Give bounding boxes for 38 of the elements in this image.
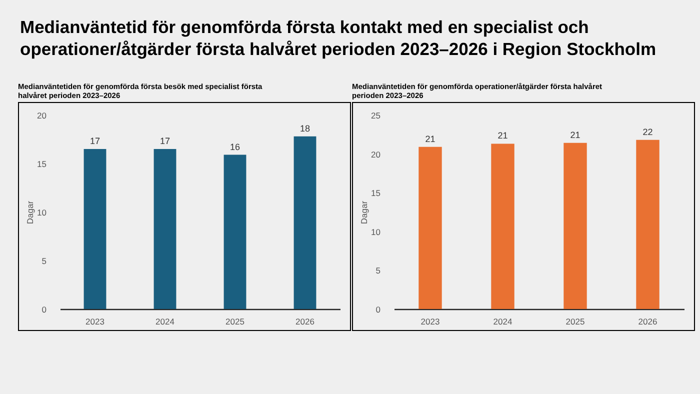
y-tick-label: 5 [42,256,47,266]
x-tick-label: 2023 [86,316,105,326]
chart-title: Medianväntetid för genomförda första kontakt med en specialist och operationer/åtgärder första halvåret perioden 2023–2026 i Region Stockholm [20,16,658,60]
y-tick-label: 10 [371,226,381,237]
x-tick-label: 2024 [493,316,512,326]
data-label: 21 [498,130,508,141]
y-axis-title: Dagar [25,200,36,224]
data-label: 21 [570,130,580,140]
bar [224,154,246,309]
x-tick-label: 2026 [638,316,658,326]
y-tick-label: 0 [42,304,47,314]
y-tick-label: 15 [371,188,381,198]
bar [418,146,442,309]
bar [564,142,587,309]
bar [636,140,660,309]
y-tick-label: 20 [371,149,381,160]
x-tick-label: 2023 [420,316,440,326]
y-tick-label: 15 [37,159,47,169]
y-tick-label: 5 [376,266,381,276]
y-tick-label: 10 [37,208,47,218]
x-tick-label: 2025 [566,316,585,326]
data-label: 18 [300,123,310,134]
y-tick-label: 0 [376,304,381,314]
data-label: 17 [160,136,170,146]
data-label: 22 [642,126,653,137]
x-tick-label: 2025 [226,316,245,326]
y-tick-label: 20 [37,110,47,120]
bar [491,144,514,309]
bar [154,148,176,309]
x-tick-label: 2024 [156,316,175,326]
data-label: 21 [425,134,436,144]
bar [84,148,106,309]
y-axis-title: Dagar [359,200,370,224]
data-label: 16 [230,142,240,152]
x-tick-label: 2026 [296,316,315,326]
y-tick-label: 25 [371,110,381,120]
bar [294,136,316,309]
data-label: 17 [90,136,100,146]
